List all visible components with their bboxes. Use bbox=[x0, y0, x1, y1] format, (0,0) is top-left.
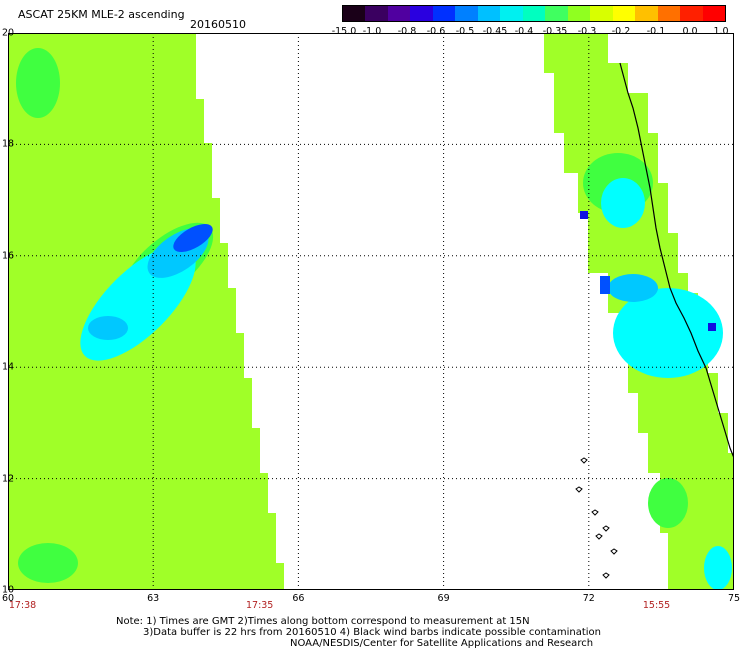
colorbar-swatch bbox=[567, 6, 591, 21]
colorbar-swatch bbox=[702, 6, 725, 21]
sky-core-east bbox=[608, 274, 658, 302]
colorbar-swatch bbox=[410, 6, 433, 21]
colorbar-swatch bbox=[432, 6, 456, 21]
colorbar-tick-label: -0.45 bbox=[482, 26, 508, 37]
colorbar-tick-label: -0.35 bbox=[542, 26, 568, 37]
colorbar-swatch bbox=[612, 6, 636, 21]
colorbar bbox=[342, 5, 726, 22]
colorbar-tick-label: -0.6 bbox=[426, 26, 446, 37]
island bbox=[575, 486, 583, 493]
island bbox=[595, 533, 603, 540]
colorbar-tick-label: -15.0 bbox=[331, 26, 357, 37]
blue-core-east bbox=[600, 276, 610, 294]
cyan-band-east-upper bbox=[601, 178, 645, 228]
time-label: 17:38 bbox=[8, 600, 37, 611]
island bbox=[591, 509, 599, 516]
colorbar-tick-label: -0.2 bbox=[611, 26, 631, 37]
island bbox=[610, 548, 618, 555]
colorbar-swatch bbox=[387, 6, 411, 21]
colorbar-swatch bbox=[477, 6, 501, 21]
colorbar-tick-label: -1.0 bbox=[362, 26, 382, 37]
latitude-label: 10 bbox=[2, 584, 15, 596]
blue-core-upper bbox=[173, 224, 213, 252]
latitude-label: 20 bbox=[2, 27, 15, 39]
longitude-label: 72 bbox=[582, 593, 595, 604]
colorbar-swatch bbox=[590, 6, 613, 21]
colorbar-swatch bbox=[635, 6, 658, 21]
longitude-label: 69 bbox=[437, 593, 450, 604]
note-line-3: NOAA/NESDIS/Center for Satellite Applica… bbox=[290, 638, 594, 649]
latitude-label: 16 bbox=[2, 250, 15, 262]
latitude-label: 12 bbox=[2, 473, 15, 485]
time-label: 17:35 bbox=[245, 600, 274, 611]
colorbar-tick-label: 0.0 bbox=[682, 26, 698, 37]
note-line-2: 3)Data buffer is 22 hrs from 20160510 4)… bbox=[143, 627, 601, 638]
cyan-band-east bbox=[613, 288, 723, 378]
colorbar-swatch bbox=[522, 6, 546, 21]
sky-core-lower bbox=[88, 316, 128, 340]
colorbar-tick-label: -0.1 bbox=[646, 26, 666, 37]
coastline bbox=[619, 62, 734, 459]
green-patch-sw bbox=[18, 543, 78, 583]
island bbox=[602, 525, 610, 532]
colorbar-swatch bbox=[657, 6, 681, 21]
island bbox=[580, 457, 588, 464]
colorbar-tick-label: -0.5 bbox=[455, 26, 475, 37]
colorbar-swatch bbox=[500, 6, 523, 21]
note-line-1: Note: 1) Times are GMT 2)Times along bot… bbox=[116, 616, 530, 627]
colorbar-swatch bbox=[545, 6, 568, 21]
colorbar-swatch bbox=[455, 6, 478, 21]
latitude-label: 18 bbox=[2, 138, 15, 150]
longitude-label: 75 bbox=[727, 593, 740, 604]
blue-pixel-coast bbox=[708, 323, 716, 331]
green-patch-nw bbox=[16, 48, 60, 118]
longitude-label: 63 bbox=[147, 593, 160, 604]
blue-pixel-east bbox=[580, 211, 588, 219]
colorbar-labels: -15.0 -1.0 -0.8 -0.6 -0.5 -0.45 -0.4 -0.35 -0.3 -… bbox=[330, 26, 730, 38]
colorbar-swatch bbox=[365, 6, 388, 21]
cyan-patch-se bbox=[704, 546, 732, 590]
longitude-label: 60 bbox=[1, 593, 15, 604]
island bbox=[602, 572, 610, 579]
latitude-label: 14 bbox=[2, 361, 15, 373]
product-date: 20160510 bbox=[190, 18, 246, 31]
time-label: 15:55 bbox=[642, 600, 671, 611]
product-title: ASCAT 25KM MLE-2 ascending bbox=[18, 8, 185, 21]
colorbar-swatch bbox=[680, 6, 703, 21]
colorbar-tick-label: 1.0 bbox=[713, 26, 729, 37]
swath-map bbox=[8, 33, 734, 590]
map-frame bbox=[8, 33, 734, 590]
longitude-label: 66 bbox=[292, 593, 305, 604]
colorbar-tick-label: -0.4 bbox=[514, 26, 534, 37]
colorbar-tick-label: -0.3 bbox=[577, 26, 597, 37]
colorbar-tick-label: -0.8 bbox=[397, 26, 417, 37]
green-patch-se bbox=[648, 478, 688, 528]
colorbar-swatch bbox=[343, 6, 366, 21]
